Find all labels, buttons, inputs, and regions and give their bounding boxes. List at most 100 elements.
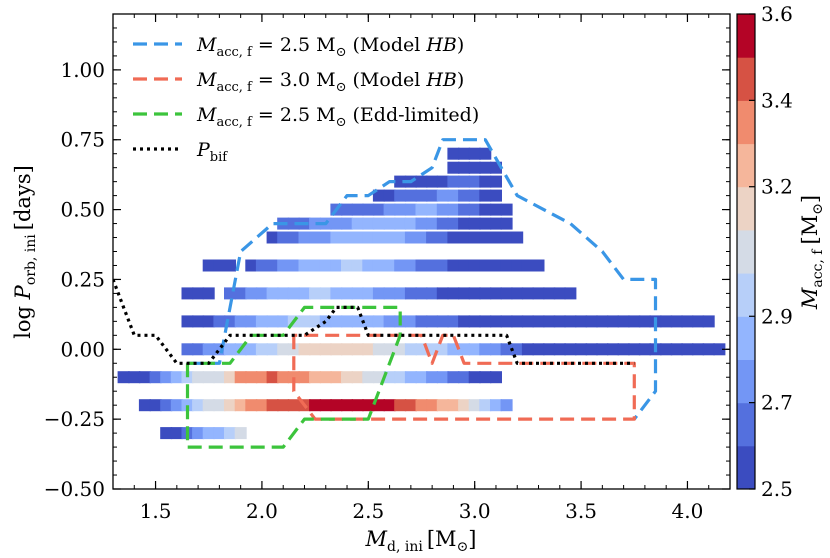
data-point [372,231,385,244]
data-point [607,343,619,356]
data-point [458,343,471,356]
data-point [458,315,471,328]
y-tick-label: 0.75 [60,128,105,152]
data-point [351,315,364,328]
data-point [234,287,247,300]
data-point [255,287,268,300]
data-point [436,217,449,230]
data-point [511,287,524,300]
data-point [202,287,215,300]
data-point [500,343,513,356]
x-tick-label: 4.0 [672,499,704,523]
data-point [383,217,396,230]
data-point [255,371,268,384]
data-point [330,287,343,300]
contour-line-3 [185,305,402,449]
y-tick-label: −0.50 [44,477,105,501]
data-point [309,217,322,230]
data-point [490,203,502,216]
data-point [468,203,481,216]
data-point [372,217,385,230]
data-point [436,287,449,300]
data-point [479,315,492,328]
data-point [213,399,226,412]
data-point [330,315,343,328]
data-point [319,343,332,356]
y-tick-label: −0.25 [44,407,105,431]
data-point [415,175,428,188]
data-point [213,427,226,440]
data-point [245,315,258,328]
data-point [426,259,439,272]
data-point [490,175,502,188]
data-point [394,189,407,202]
data-point [234,371,247,384]
data-point [362,259,375,272]
data-point [404,259,417,272]
data-point [160,399,173,412]
data-point [181,343,194,356]
data-point [372,287,385,300]
data-point [500,315,513,328]
data-point [436,371,449,384]
data-point [245,343,258,356]
data-point [404,189,417,202]
data-point [192,343,205,356]
data-point [394,203,407,216]
data-point [458,147,471,160]
colorbar-band [737,402,755,447]
data-point [436,259,449,272]
data-point [341,399,353,412]
data-point [319,371,332,384]
data-point [298,315,311,328]
data-point [543,343,556,356]
data-point [426,203,439,216]
data-point [490,287,502,300]
data-point [670,315,683,328]
data-point [564,343,577,356]
data-point [202,371,215,384]
data-point [394,371,407,384]
data-point [287,371,300,384]
colorbar-band [737,143,755,188]
data-point [468,343,481,356]
data-point [490,231,502,244]
data-point [372,203,385,216]
data-point [266,231,279,244]
data-point [330,343,343,356]
data-point [341,203,353,216]
data-point [330,231,343,244]
data-point [341,231,353,244]
data-point [521,259,534,272]
data-point [511,343,524,356]
data-point [224,427,236,440]
data-point [660,315,673,328]
data-point [404,315,417,328]
data-point [479,287,492,300]
data-point [447,231,460,244]
x-tick-label: 1.5 [140,499,172,523]
data-point [702,315,715,328]
data-point [479,259,492,272]
data-point [202,399,215,412]
data-point [277,315,290,328]
data-point [490,315,502,328]
data-point [415,287,428,300]
data-point [224,343,236,356]
data-point [266,287,279,300]
data-point [426,189,439,202]
data-point [436,231,449,244]
data-point [426,315,439,328]
data-point [479,231,492,244]
data-point [330,371,343,384]
data-point [170,371,183,384]
data-point [702,343,715,356]
data-point [479,371,492,384]
data-point [298,371,311,384]
data-point [426,371,439,384]
data-point [458,259,471,272]
data-point [447,217,460,230]
data-point [266,315,279,328]
data-point [351,231,364,244]
data-point [521,343,534,356]
